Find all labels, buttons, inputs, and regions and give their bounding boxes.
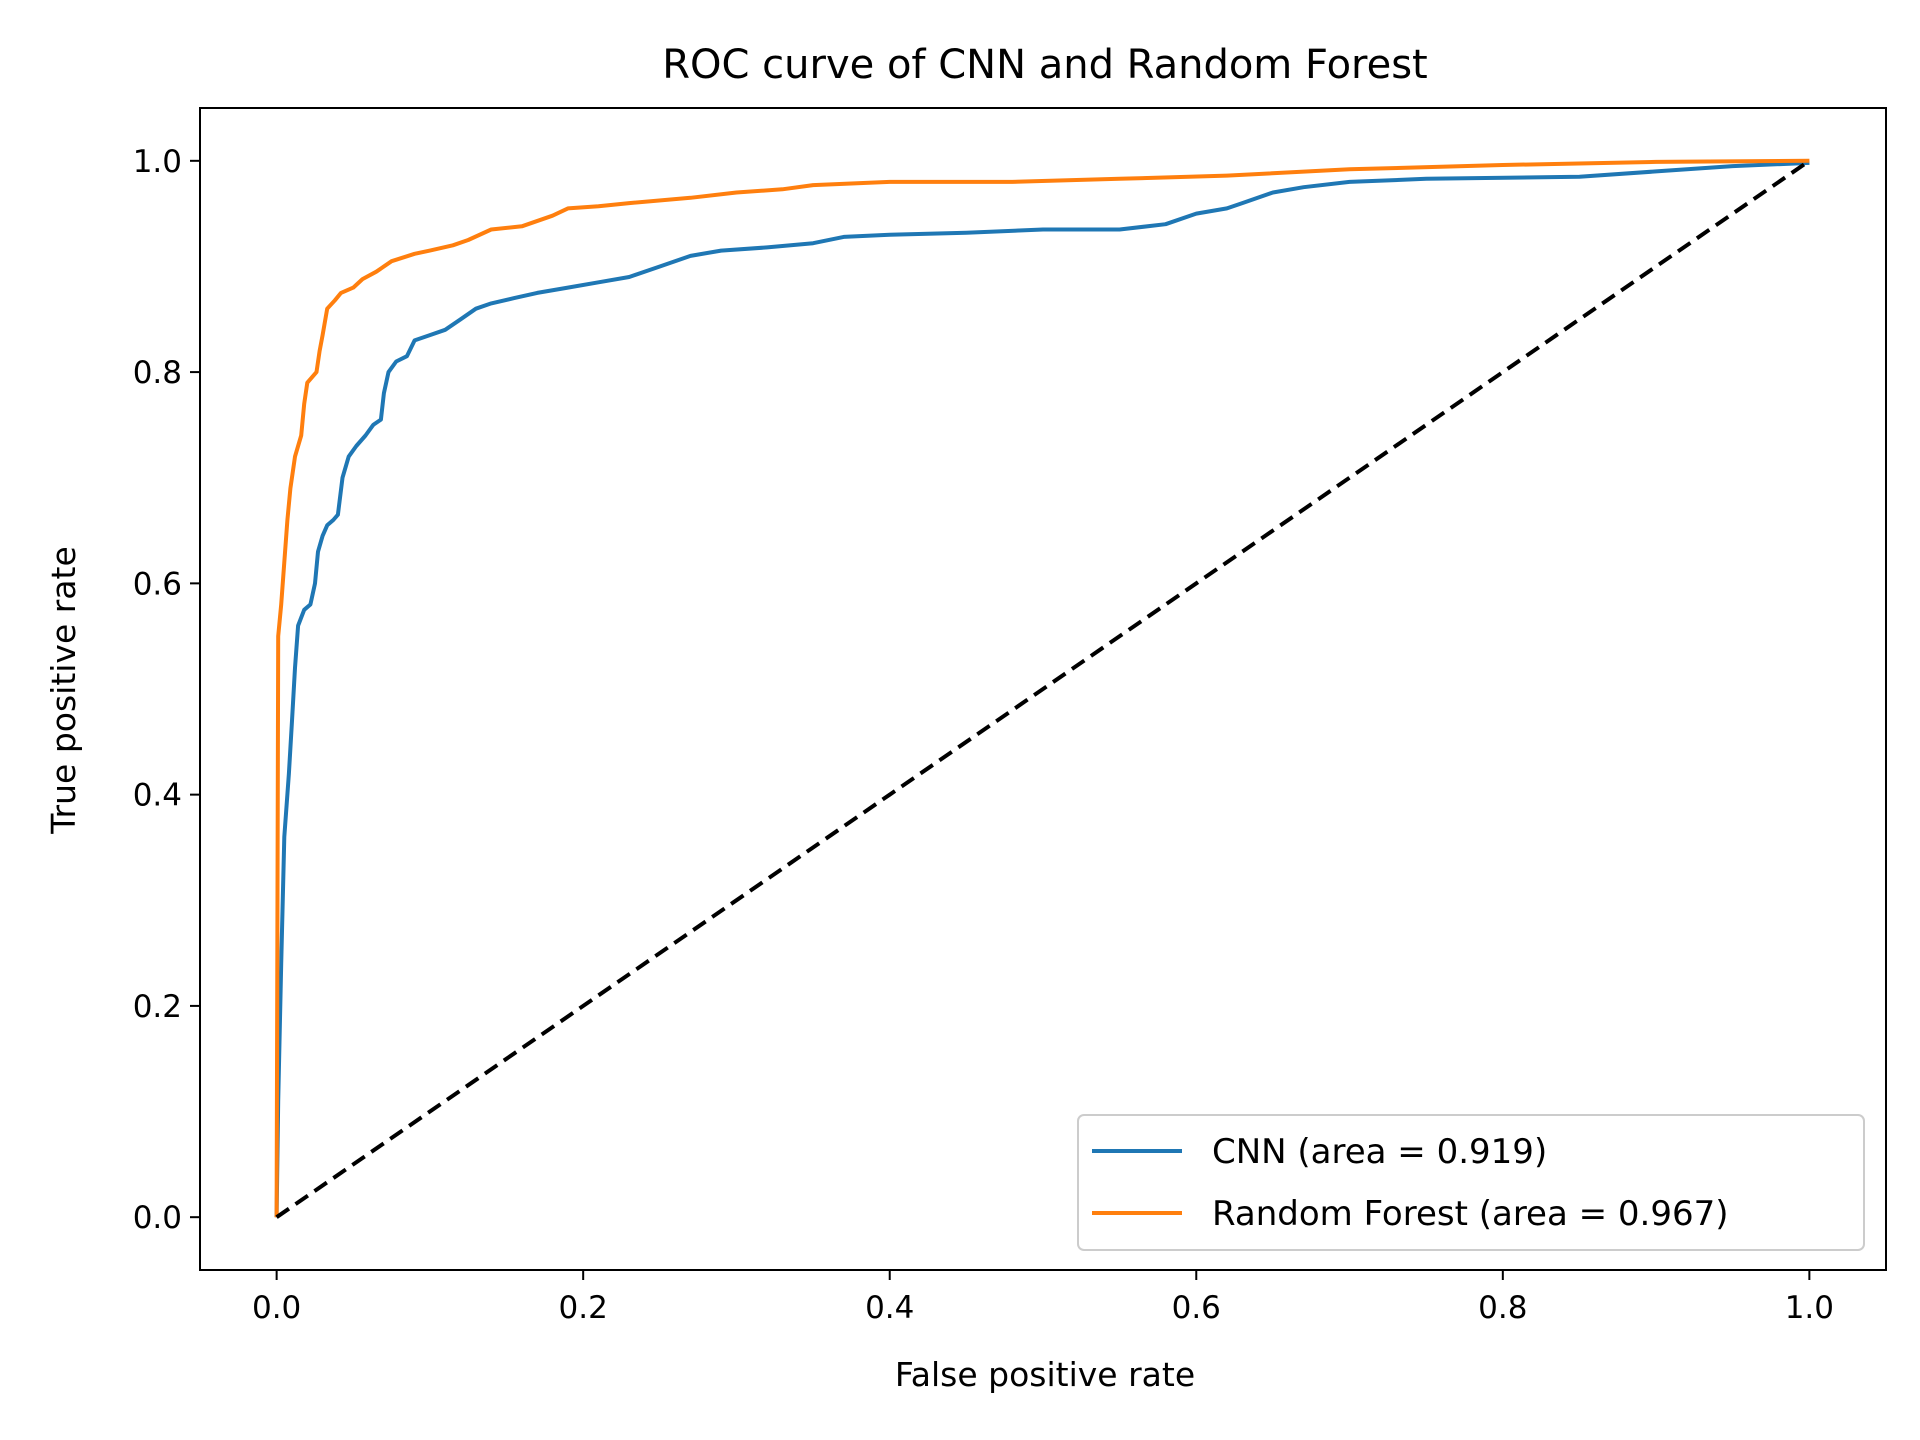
y-tick-label: 0.6 — [133, 566, 182, 602]
plot-area: 0.0 0.2 0.4 0.6 0.8 1.0 0.0 0.2 0.4 0.6 0.8 1.0 — [133, 107, 1887, 1326]
series-line-0 — [274, 160, 1810, 1218]
series-layer — [274, 158, 1811, 1219]
y-tick-label: 0.0 — [133, 1200, 182, 1236]
axes-frame — [199, 107, 1887, 1271]
series-line-1 — [274, 158, 1810, 1218]
legend-box — [1077, 1114, 1865, 1251]
x-tick-label: 0.4 — [865, 1290, 914, 1326]
x-tick-label: 0.0 — [252, 1290, 301, 1326]
x-axis-label: False positive rate — [895, 1355, 1195, 1394]
y-tick-label: 0.2 — [133, 989, 182, 1025]
y-tick-label: 0.8 — [133, 355, 182, 391]
y-axis-ticks: 0.0 0.2 0.4 0.6 0.8 1.0 — [133, 144, 200, 1236]
legend-entry-label: Random Forest (area = 0.967) — [1212, 1194, 1729, 1234]
x-axis-ticks: 0.0 0.2 0.4 0.6 0.8 1.0 — [252, 1270, 1834, 1326]
y-tick-label: 0.4 — [133, 778, 182, 814]
y-tick-label: 1.0 — [133, 144, 182, 180]
x-tick-label: 0.2 — [559, 1290, 608, 1326]
chart-title: ROC curve of CNN and Random Forest — [662, 42, 1428, 88]
x-tick-label: 0.8 — [1478, 1290, 1527, 1326]
y-axis-label: True positive rate — [44, 546, 83, 835]
chance-diagonal-line — [275, 159, 1811, 1219]
x-tick-label: 0.6 — [1172, 1290, 1221, 1326]
legend: CNN (area = 0.919) Random Forest (area = … — [1077, 1114, 1865, 1251]
x-tick-label: 1.0 — [1785, 1290, 1834, 1326]
legend-entry-label: CNN (area = 0.919) — [1212, 1132, 1547, 1172]
